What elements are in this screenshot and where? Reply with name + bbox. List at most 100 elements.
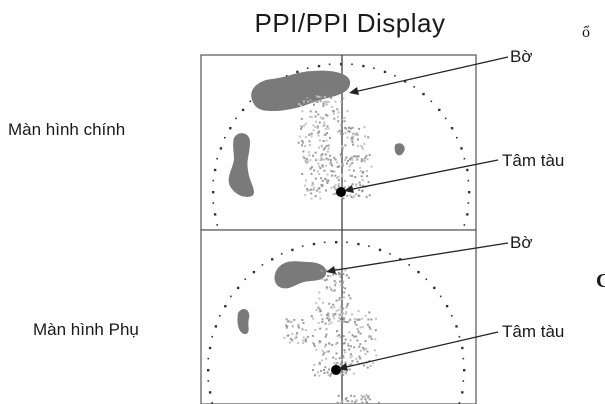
- range-ring-tick: [335, 241, 338, 244]
- range-ring-tick: [433, 286, 436, 290]
- echo-speck: [311, 334, 314, 337]
- echo-speck: [306, 189, 309, 192]
- echo-speck: [341, 133, 344, 135]
- echo-speck: [316, 126, 319, 129]
- echo-speck: [334, 281, 337, 284]
- echo-speck: [322, 140, 325, 142]
- echo-speck: [355, 335, 358, 338]
- echo-speck: [344, 312, 347, 315]
- echo-speck: [305, 162, 308, 164]
- echo-speck: [313, 363, 316, 366]
- echo-speck: [319, 340, 322, 343]
- echo-speck: [289, 337, 292, 340]
- echo-speck: [366, 175, 369, 178]
- echo-speck: [355, 183, 358, 186]
- echo-speck: [325, 333, 328, 336]
- echo-speck: [314, 115, 317, 118]
- echo-speck: [330, 373, 333, 375]
- echo-speck: [310, 192, 313, 195]
- echo-speck: [359, 170, 362, 172]
- echo-speck: [344, 144, 347, 147]
- echo-speck: [343, 120, 346, 123]
- echo-speck: [324, 133, 327, 136]
- echo-speck: [318, 146, 320, 149]
- echo-speck: [321, 117, 324, 120]
- echo-speck: [321, 278, 324, 281]
- echo-speck: [299, 125, 302, 128]
- echo-speck: [360, 349, 362, 352]
- echo-speck: [368, 311, 371, 314]
- main-shore-callout-line: [353, 56, 509, 93]
- echo-speck: [332, 303, 335, 306]
- echo-speck: [344, 179, 346, 182]
- echo-speck: [297, 342, 299, 345]
- echo-speck: [317, 371, 319, 374]
- echo-speck: [342, 307, 345, 310]
- echo-speck: [315, 120, 317, 123]
- echo-speck: [352, 143, 355, 146]
- echo-speck: [295, 336, 298, 339]
- echo-speck: [340, 298, 343, 300]
- echo-speck: [363, 348, 366, 351]
- echo-speck: [363, 364, 365, 367]
- echo-speck: [301, 125, 303, 128]
- echo-speck: [330, 321, 333, 324]
- main-ship-center-dot: [336, 187, 346, 197]
- echo-speck: [328, 136, 331, 139]
- range-ring-tick: [296, 70, 299, 74]
- echo-speck: [319, 197, 322, 200]
- echo-speck: [297, 141, 300, 144]
- echo-speck: [327, 147, 330, 150]
- echo-speck: [347, 185, 350, 188]
- echo-speck: [351, 183, 354, 186]
- range-ring-tick: [219, 314, 221, 317]
- echo-speck: [330, 306, 333, 309]
- echo-speck: [309, 115, 312, 118]
- echo-speck: [328, 319, 331, 322]
- echo-speck: [360, 144, 363, 147]
- range-ring-tick: [430, 100, 433, 103]
- echo-speck: [343, 320, 346, 323]
- echo-speck: [321, 164, 324, 167]
- echo-speck: [338, 313, 341, 316]
- echo-speck: [337, 185, 340, 188]
- echo-speck: [367, 136, 370, 139]
- echo-speck: [340, 401, 343, 404]
- echo-speck: [352, 169, 355, 172]
- echo-speck: [340, 310, 343, 313]
- echo-speck: [309, 167, 312, 170]
- echo-speck: [373, 349, 376, 352]
- echo-speck: [305, 160, 308, 163]
- echo-speck: [336, 335, 339, 337]
- echo-speck: [344, 361, 347, 364]
- echo-speck: [314, 177, 317, 180]
- echo-speck: [341, 163, 344, 165]
- echo-speck: [349, 353, 352, 356]
- range-ring-tick: [249, 100, 252, 103]
- echo-speck: [324, 343, 327, 346]
- echo-speck: [352, 372, 355, 375]
- echo-speck: [339, 273, 342, 276]
- echo-speck: [333, 170, 336, 173]
- range-ring-tick: [216, 157, 218, 160]
- echo-speck: [306, 187, 309, 190]
- echo-speck: [318, 130, 321, 133]
- echo-speck: [335, 363, 337, 366]
- echo-speck: [340, 100, 342, 103]
- echo-speck: [322, 148, 325, 151]
- echo-speck: [361, 189, 364, 192]
- echo-speck: [304, 184, 307, 187]
- echo-speck: [325, 328, 328, 331]
- echo-speck: [310, 172, 313, 175]
- range-ring-tick: [211, 402, 213, 404]
- echo-speck: [326, 314, 329, 316]
- echo-speck: [345, 400, 348, 402]
- echo-speck: [367, 394, 370, 397]
- echo-speck: [346, 162, 348, 165]
- echo-speck: [340, 315, 343, 318]
- echo-speck: [368, 325, 371, 328]
- range-ring-tick: [229, 127, 232, 130]
- echo-speck: [286, 325, 289, 328]
- range-ring-tick: [368, 245, 370, 247]
- echo-speck: [287, 334, 290, 337]
